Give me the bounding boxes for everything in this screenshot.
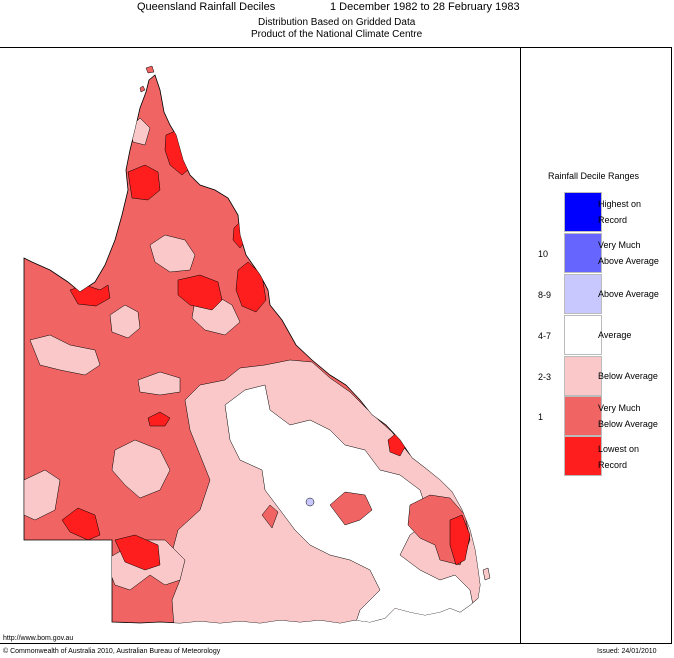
map-region-below-centre: [137, 371, 181, 396]
legend-code-8-9: 8-9: [538, 290, 552, 300]
legend-swatch-highest: [564, 192, 602, 232]
legend-swatch-very-much-above: [564, 233, 602, 273]
map-subtitle-1: Distribution Based on Gridded Data: [258, 17, 416, 28]
map-region-below-west2: [24, 469, 61, 521]
legend-label-very-much-below: Very Much Below Average: [598, 403, 658, 429]
legend-code-1: 1: [538, 412, 544, 422]
map-island-east: [482, 567, 491, 581]
map-title: Queensland Rainfall Deciles: [137, 1, 276, 13]
legend-code-10: 10: [538, 249, 549, 259]
map-region-lowest-cape-west: [127, 164, 161, 201]
legend-swatch-below: [564, 356, 602, 396]
legend-label-very-much-above: Very Much Above Average: [598, 240, 659, 266]
map-island-cape: [139, 85, 146, 93]
map-period: 1 December 1982 to 28 February 1983: [330, 1, 520, 13]
map-region-lowest-west: [61, 507, 101, 541]
map-island-north: [145, 65, 155, 74]
legend-label-highest: Highest on Record: [598, 199, 642, 225]
map-region-below-north1: [149, 234, 196, 273]
footer-copyright: © Commonwealth of Australia 2010, Austra…: [3, 648, 221, 655]
legend-label-below: Below Average: [598, 371, 658, 381]
legend-divider: [520, 47, 521, 644]
map-region-above: [305, 497, 315, 507]
legend-label-above: Above Average: [598, 289, 659, 299]
queensland-rainfall-map: [23, 65, 491, 624]
legend-swatch-very-much-below: [564, 396, 602, 436]
legend-title: Rainfall Decile Ranges: [548, 171, 640, 181]
map-region-lowest-centre: [147, 411, 171, 427]
map-region-lowest-north-coast: [235, 261, 267, 313]
footer-url[interactable]: http://www.bom.gov.au: [3, 635, 74, 642]
map-frame: [0, 47, 672, 644]
map-region-below-north3: [109, 304, 141, 339]
map-region-lowest-southeast: [449, 514, 471, 566]
legend-label-lowest: Lowest on Record: [598, 444, 640, 470]
map-region-lowest-north-inland: [177, 274, 223, 311]
legend-swatch-lowest: [564, 436, 602, 476]
map-title-row: Queensland Rainfall Deciles 1 December 1…: [0, 1, 674, 15]
map-subtitle-2: Product of the National Climate Centre: [251, 29, 423, 40]
legend-swatch-above: [564, 274, 602, 314]
footer-issued: Issued: 24/01/2010: [597, 648, 657, 655]
legend-code-2-3: 2-3: [538, 372, 552, 382]
map-region-very-much-below-se3: [261, 504, 279, 529]
map-region-below-north2: [29, 334, 101, 376]
legend-code-4-7: 4-7: [538, 331, 552, 341]
legend-swatch-average: [564, 315, 602, 355]
map-region-very-much-below-se2: [329, 491, 373, 526]
map-region-below-west1: [111, 439, 171, 499]
legend-label-average: Average: [598, 330, 632, 340]
map-region-lowest-south: [114, 534, 161, 571]
